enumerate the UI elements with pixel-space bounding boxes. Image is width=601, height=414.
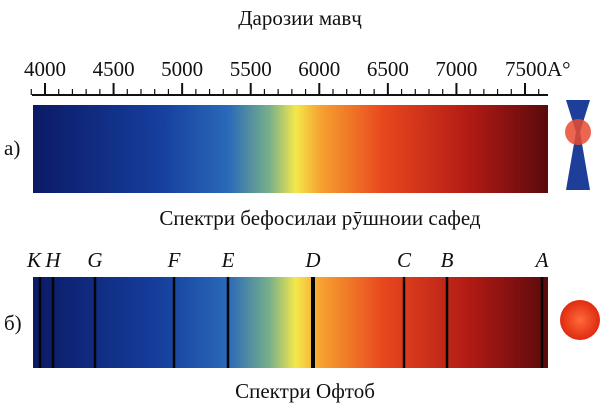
- line-label: D: [304, 248, 320, 272]
- scale-label: 5500: [230, 57, 272, 81]
- line-label: C: [397, 248, 412, 272]
- scale-label: 4500: [93, 57, 135, 81]
- continuous-spectrum: [33, 105, 548, 193]
- scale-label: 6000: [298, 57, 340, 81]
- line-label: E: [221, 248, 235, 272]
- caption: Спектри бефосилаи рӯшноии сафед: [159, 206, 481, 230]
- caption: Спектри Офтоб: [235, 379, 375, 403]
- scale-label: 5000: [161, 57, 203, 81]
- scale-label: 7500A°: [505, 57, 571, 81]
- prism-icon: [565, 100, 591, 190]
- solar-spectrum: [33, 277, 548, 368]
- line-label: G: [87, 248, 102, 272]
- line-label: K: [26, 248, 42, 272]
- scale-label: 6500: [367, 57, 409, 81]
- scale-label: 7000: [435, 57, 477, 81]
- line-label: A: [534, 248, 549, 272]
- spectrum-figure: Дарозии мавҷ а) Спектри бефосилаи рӯшнои…: [0, 0, 601, 409]
- panel-label: б): [4, 311, 22, 335]
- panel-label: а): [4, 136, 20, 160]
- line-label: F: [167, 248, 181, 272]
- scale-label: 4000: [24, 57, 66, 81]
- sun-icon: [560, 300, 600, 340]
- title: Дарозии мавҷ: [238, 6, 362, 30]
- line-label: B: [441, 248, 454, 272]
- line-label: H: [44, 248, 62, 272]
